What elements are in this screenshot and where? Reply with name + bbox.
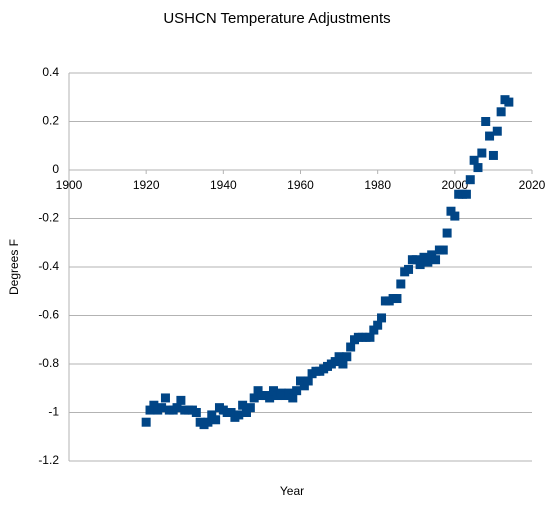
- point: [427, 250, 437, 260]
- point: [299, 381, 309, 391]
- y-tick-label: 0.4: [42, 65, 59, 79]
- point: [411, 255, 421, 265]
- point: [488, 150, 498, 160]
- point: [415, 260, 425, 270]
- x-axis-label: Year: [280, 484, 304, 498]
- point: [461, 189, 471, 199]
- y-tick-label: 0: [52, 162, 59, 176]
- point: [211, 415, 221, 425]
- point: [172, 403, 182, 413]
- x-tick-label: 1940: [210, 178, 237, 192]
- y-tick-label: -0.8: [38, 356, 59, 370]
- point: [423, 257, 433, 267]
- point: [338, 359, 348, 369]
- point: [504, 97, 514, 107]
- point: [296, 376, 305, 386]
- point: [284, 388, 294, 398]
- point: [207, 410, 217, 420]
- point: [477, 148, 487, 158]
- point: [141, 417, 151, 427]
- point: [446, 206, 456, 216]
- point: [450, 211, 460, 221]
- point: [431, 255, 441, 265]
- y-axis-label: Degrees F: [7, 239, 21, 295]
- point: [392, 294, 402, 304]
- y-tick-label: -1.2: [38, 453, 59, 467]
- point: [241, 408, 251, 417]
- point: [149, 400, 159, 410]
- point: [377, 313, 387, 323]
- point: [373, 320, 383, 330]
- point: [245, 403, 255, 413]
- point: [342, 352, 352, 362]
- x-tick-label: 1980: [364, 178, 391, 192]
- point: [249, 393, 259, 403]
- point: [303, 376, 313, 386]
- point: [203, 417, 213, 427]
- x-tick-label: 2020: [519, 178, 546, 192]
- x-tick-label: 1920: [133, 178, 160, 192]
- point: [157, 403, 167, 413]
- point: [288, 393, 298, 403]
- point: [492, 126, 502, 136]
- point: [268, 386, 278, 396]
- point: [191, 408, 201, 417]
- point: [330, 357, 340, 367]
- chart-title: USHCN Temperature Adjustments: [163, 10, 390, 27]
- y-tick-label: -0.4: [38, 259, 59, 273]
- point: [404, 264, 414, 274]
- point: [369, 325, 379, 335]
- point: [473, 163, 483, 173]
- point: [334, 352, 344, 362]
- point: [442, 228, 452, 238]
- x-tick-label: 1900: [56, 178, 83, 192]
- point: [438, 245, 448, 255]
- point: [485, 131, 495, 141]
- point: [265, 393, 275, 403]
- point: [238, 400, 248, 410]
- point: [253, 386, 263, 396]
- point: [145, 405, 155, 415]
- point: [365, 332, 375, 342]
- point: [496, 107, 506, 117]
- y-tick-label: -0.2: [38, 211, 59, 225]
- y-tick-label: 0.2: [42, 114, 59, 128]
- point: [465, 175, 475, 185]
- point: [176, 395, 186, 405]
- point: [234, 410, 244, 420]
- y-tick-label: -0.6: [38, 308, 59, 322]
- point: [160, 393, 170, 403]
- point: [469, 155, 479, 165]
- point: [226, 408, 236, 417]
- point: [292, 386, 302, 396]
- point: [396, 279, 406, 289]
- point: [346, 342, 356, 352]
- x-tick-label: 2000: [441, 178, 468, 192]
- y-tick-label: -1: [48, 405, 59, 419]
- point: [481, 117, 491, 126]
- x-tick-label: 1960: [287, 178, 314, 192]
- point: [419, 252, 429, 262]
